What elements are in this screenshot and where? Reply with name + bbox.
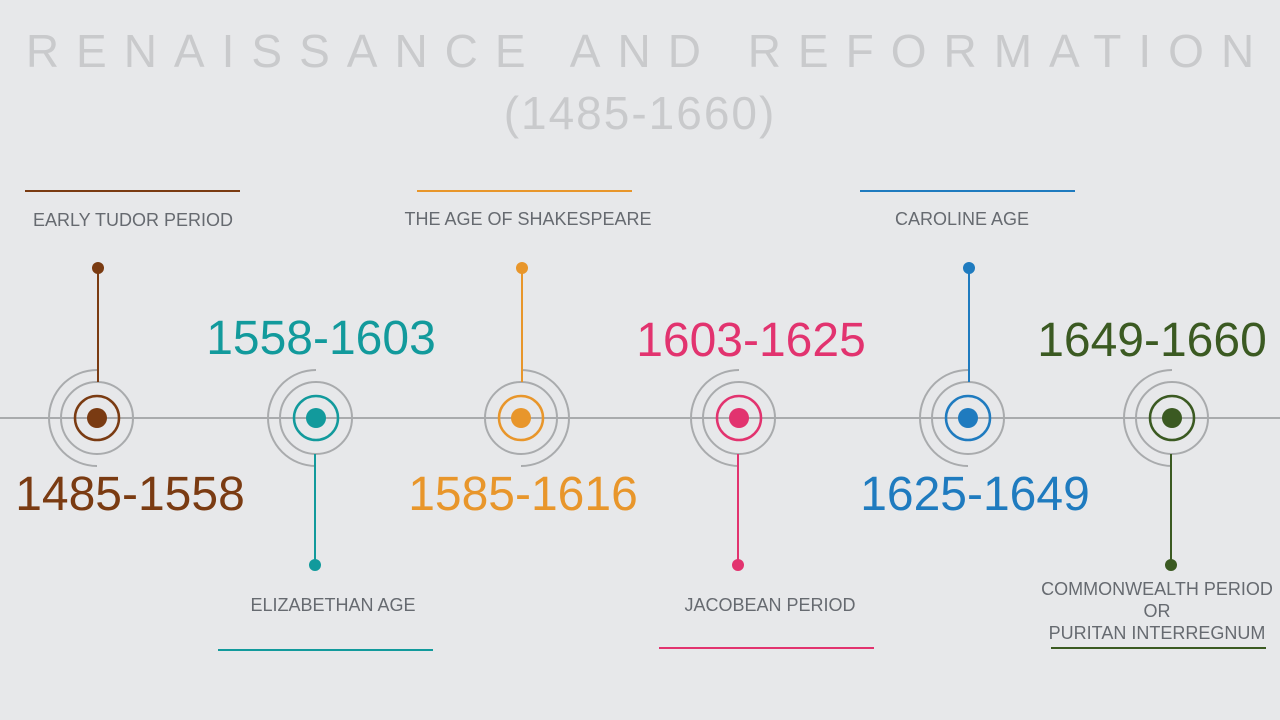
stem-dot-commonwealth: [1165, 559, 1177, 571]
period-years-shakespeare: 1585-1616: [408, 468, 638, 521]
period-years-early-tudor: 1485-1558: [15, 468, 245, 521]
period-name-early-tudor: EARLY TUDOR PERIOD: [32, 210, 234, 230]
stem-dot-early-tudor: [92, 262, 104, 274]
stem-dot-caroline: [963, 262, 975, 274]
period-rule-jacobean: [659, 647, 874, 649]
period-rule-commonwealth: [1051, 647, 1266, 649]
period-rule-caroline: [860, 190, 1075, 192]
slide-subtitle: (1485-1660): [503, 87, 777, 139]
period-name-caroline: CAROLINE AGE: [894, 209, 1030, 229]
inner-ring-jacobean: [715, 394, 763, 442]
period-years-jacobean: 1603-1625: [636, 314, 866, 367]
period-name-shakespeare: THE AGE OF SHAKESPEARE: [404, 209, 652, 229]
inner-ring-caroline: [944, 394, 992, 442]
center-dot-caroline: [958, 408, 978, 428]
period-name-jacobean: JACOBEAN PERIOD: [684, 595, 856, 615]
center-dot-early-tudor: [87, 408, 107, 428]
outer-arc-shakespeare: [520, 369, 570, 467]
period-years-elizabethan: 1558-1603: [206, 312, 436, 365]
period-years-commonwealth: 1649-1660: [1037, 314, 1267, 367]
stem-dot-elizabethan: [309, 559, 321, 571]
outer-arc-caroline: [919, 369, 969, 467]
slide-title: RENAISSANCE AND REFORMATION: [25, 25, 1272, 77]
stem-dot-shakespeare: [516, 262, 528, 274]
outer-arc-jacobean: [690, 369, 740, 467]
stem-dot-jacobean: [732, 559, 744, 571]
outer-arc-early-tudor: [48, 369, 98, 467]
center-dot-elizabethan: [306, 408, 326, 428]
outer-arc-commonwealth: [1123, 369, 1173, 467]
period-rule-early-tudor: [25, 190, 240, 192]
inner-ring-elizabethan: [292, 394, 340, 442]
inner-ring-early-tudor: [73, 394, 121, 442]
center-dot-jacobean: [729, 408, 749, 428]
center-dot-shakespeare: [511, 408, 531, 428]
period-name-commonwealth: COMMONWEALTH PERIOD OR PURITAN INTERREGN…: [1041, 579, 1273, 643]
period-years-caroline: 1625-1649: [860, 468, 1090, 521]
period-rule-shakespeare: [417, 190, 632, 192]
period-name-elizabethan: ELIZABETHAN AGE: [250, 595, 416, 615]
outer-arc-elizabethan: [267, 369, 317, 467]
period-rule-elizabethan: [218, 649, 433, 651]
inner-ring-commonwealth: [1148, 394, 1196, 442]
center-dot-commonwealth: [1162, 408, 1182, 428]
inner-ring-shakespeare: [497, 394, 545, 442]
